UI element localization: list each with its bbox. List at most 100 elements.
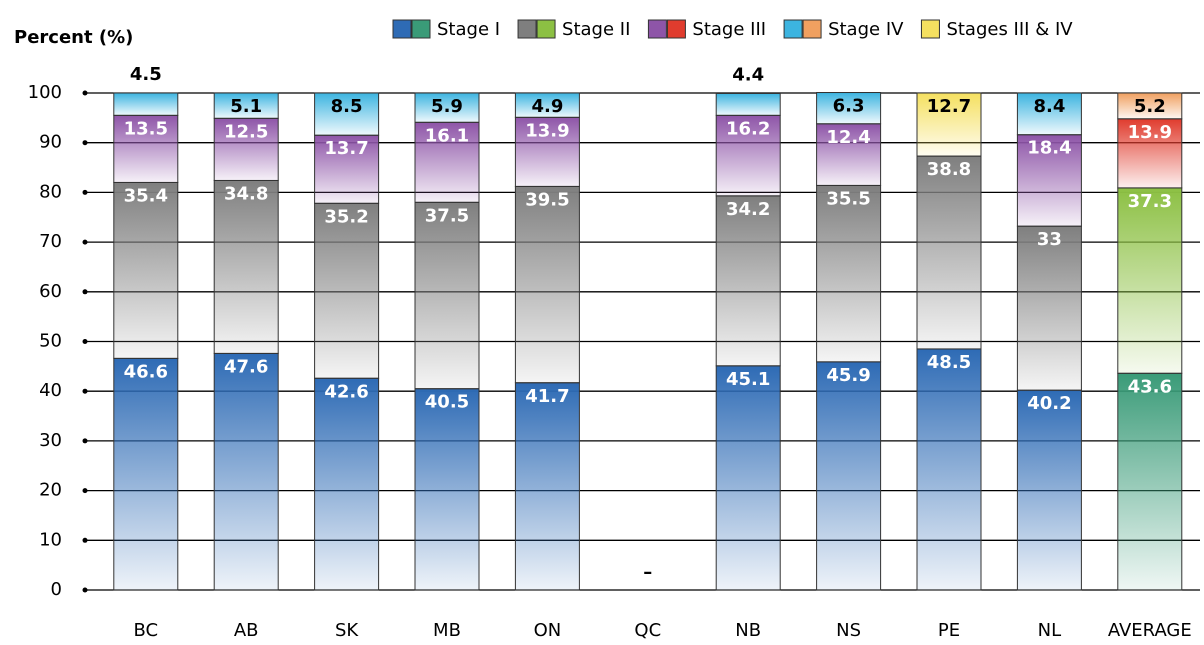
data-label: 6.3 xyxy=(833,96,865,117)
bar-segment xyxy=(113,92,179,116)
data-label: 35.5 xyxy=(826,188,870,209)
legend-label: Stage II xyxy=(562,19,630,40)
legend-swatch xyxy=(666,19,686,39)
tick-dot xyxy=(82,140,88,146)
bar-segment xyxy=(113,181,179,359)
data-label: 33 xyxy=(1037,229,1062,250)
data-label: 5.9 xyxy=(431,96,463,117)
bar-segment xyxy=(314,202,380,379)
tick-dot xyxy=(82,438,88,444)
data-label: 40.2 xyxy=(1027,393,1071,414)
data-label: 8.5 xyxy=(331,96,363,117)
data-label: 43.6 xyxy=(1128,376,1172,397)
bar-segment xyxy=(816,123,882,186)
x-tick-label: AB xyxy=(234,620,259,641)
bar-segment xyxy=(514,116,580,187)
bar-segment xyxy=(916,92,982,157)
data-label: 35.4 xyxy=(124,185,168,206)
legend-label: Stage I xyxy=(437,19,500,40)
data-label: 40.5 xyxy=(425,392,469,413)
data-label: 37.5 xyxy=(425,205,469,226)
bar-segment xyxy=(1117,92,1183,120)
bar-segment xyxy=(414,388,480,591)
bar-segment xyxy=(113,357,179,591)
tick-dot xyxy=(82,339,88,344)
bar-segment xyxy=(1117,372,1183,591)
data-label: 5.2 xyxy=(1134,96,1166,117)
bar-segment xyxy=(816,92,882,125)
bar-segment xyxy=(514,185,580,384)
tick-dot xyxy=(82,239,88,245)
x-tick-label: AVERAGE xyxy=(1108,620,1192,641)
bar-segment xyxy=(715,114,781,197)
x-tick-label: ON xyxy=(534,620,562,641)
y-tick-label: 10 xyxy=(39,529,62,550)
data-label: 46.6 xyxy=(124,361,168,382)
bar-segment xyxy=(916,348,982,591)
data-label: 8.4 xyxy=(1033,96,1065,117)
bar-segment xyxy=(1117,118,1183,189)
missing-label: – xyxy=(643,562,652,583)
y-axis-label: Percent (%) xyxy=(14,27,133,48)
tick-dot xyxy=(82,388,88,394)
bar-segment xyxy=(1016,389,1082,591)
y-tick-label: 50 xyxy=(39,331,62,352)
x-tick-label: PE xyxy=(938,620,960,641)
y-tick-label: 30 xyxy=(39,430,62,451)
bar-segment xyxy=(916,155,982,350)
legend-swatch xyxy=(392,19,412,39)
y-tick-label: 60 xyxy=(39,281,62,302)
y-tick-label: 70 xyxy=(39,231,62,252)
data-label: 16.2 xyxy=(726,118,770,139)
legend-label: Stages III & IV xyxy=(946,19,1073,40)
bar-segment xyxy=(1016,225,1082,391)
bar-segment xyxy=(1016,92,1082,136)
data-label: 13.5 xyxy=(124,118,168,139)
y-tick-label: 80 xyxy=(39,181,62,202)
bar-segment xyxy=(414,201,480,390)
x-tick-label: NL xyxy=(1038,620,1062,641)
bar-segment xyxy=(314,377,380,591)
data-label: 16.1 xyxy=(425,125,469,146)
legend-swatch xyxy=(517,19,537,39)
data-label: 38.8 xyxy=(927,159,971,180)
legend-swatch xyxy=(783,19,803,39)
legend-swatch xyxy=(536,19,556,39)
x-tick-label: MB xyxy=(433,620,461,641)
data-label: 4.9 xyxy=(531,96,563,117)
y-tick-label: 0 xyxy=(51,579,62,600)
bar-segment xyxy=(816,184,882,363)
x-tick-label: QC xyxy=(634,620,661,641)
bar-segment xyxy=(414,92,480,123)
tick-dot xyxy=(82,289,88,295)
data-label: 5.1 xyxy=(230,96,262,117)
bar-segment xyxy=(213,117,279,181)
x-tick-label: BC xyxy=(133,620,158,641)
bar-segment xyxy=(816,361,882,591)
bar-segment xyxy=(314,92,380,136)
data-label: 35.2 xyxy=(324,206,368,227)
legend-swatch xyxy=(802,19,822,39)
data-label: 47.6 xyxy=(224,356,268,377)
y-tick-label: 90 xyxy=(39,132,62,153)
tick-dot xyxy=(82,90,88,96)
bar-segment xyxy=(514,92,580,118)
tick-dot xyxy=(82,537,88,543)
tick-dot xyxy=(82,189,88,195)
data-label: 4.4 xyxy=(732,64,764,85)
data-label: 12.4 xyxy=(826,127,870,148)
y-tick-label: 100 xyxy=(28,82,62,103)
data-label: 37.3 xyxy=(1128,191,1172,212)
bar-segment xyxy=(715,195,781,367)
x-tick-label: NS xyxy=(836,620,861,641)
data-label: 48.5 xyxy=(927,352,971,373)
data-label: 34.2 xyxy=(726,199,770,220)
legend-swatch xyxy=(411,19,431,39)
legend-label: Stage III xyxy=(692,19,766,40)
tick-dot xyxy=(82,587,88,593)
bar-segment xyxy=(113,114,179,183)
data-label: 41.7 xyxy=(525,386,569,407)
data-label: 45.9 xyxy=(826,365,870,386)
bar-segment xyxy=(314,134,380,204)
